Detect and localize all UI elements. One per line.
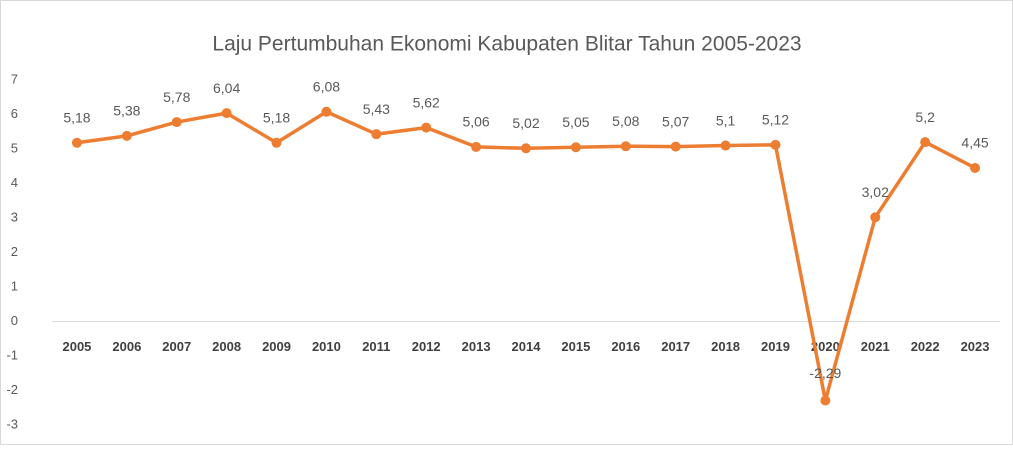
x-tick-label: 2017: [661, 339, 690, 354]
data-label: 5,08: [612, 113, 639, 129]
y-tick-label: 4: [11, 175, 18, 190]
data-label: -2,29: [809, 365, 841, 381]
x-tick-label: 2007: [162, 339, 191, 354]
y-tick-label: -3: [6, 416, 18, 431]
point: [970, 162, 981, 173]
point: [570, 142, 581, 153]
y-tick-label: 2: [11, 244, 18, 259]
point: [271, 137, 282, 148]
point: [620, 141, 631, 152]
x-tick-label: 2018: [711, 339, 740, 354]
x-tick-label: 2015: [561, 339, 590, 354]
y-tick-label: 7: [11, 71, 18, 86]
y-tick-label: -1: [6, 347, 18, 362]
data-label: 5,2: [915, 109, 935, 125]
data-label: 5,05: [562, 114, 589, 130]
point: [321, 106, 332, 117]
point: [870, 212, 881, 223]
y-tick-label: 0: [11, 313, 18, 328]
x-tick-label: 2013: [462, 339, 491, 354]
point: [121, 130, 132, 141]
x-tick-label: 2009: [262, 339, 291, 354]
data-label: 6,08: [313, 78, 340, 94]
x-tick-label: 2010: [312, 339, 341, 354]
point: [720, 140, 731, 151]
x-tick-label: 2019: [761, 339, 790, 354]
data-label: 3,02: [862, 184, 889, 200]
x-tick-label: 2014: [512, 339, 542, 354]
x-tick-label: 2005: [62, 339, 91, 354]
point: [820, 395, 831, 406]
point: [770, 139, 781, 150]
data-label: 5,62: [413, 94, 440, 110]
point: [670, 141, 681, 152]
y-tick-label: 3: [11, 209, 18, 224]
data-label: 5,78: [163, 89, 190, 105]
point: [471, 141, 482, 152]
point: [371, 129, 382, 140]
point: [421, 122, 432, 133]
point: [171, 117, 182, 128]
point: [521, 143, 531, 154]
data-label: 5,38: [113, 103, 140, 119]
x-tick-label: 2011: [362, 339, 390, 354]
data-label: 5,43: [363, 101, 390, 117]
y-tick-label: 6: [11, 106, 18, 121]
data-label: 5,18: [63, 109, 90, 125]
x-tick-label: 2020: [811, 339, 840, 354]
y-tick-label: 1: [11, 278, 18, 293]
data-label: 5,07: [662, 113, 689, 129]
data-label: 5,1: [716, 112, 736, 128]
y-tick-label: -2: [6, 382, 18, 397]
data-label: 5,06: [462, 114, 489, 130]
data-label: 6,04: [213, 80, 240, 96]
x-tick-label: 2006: [112, 339, 141, 354]
point: [71, 137, 82, 148]
x-tick-label: 2023: [961, 339, 990, 354]
point: [920, 137, 931, 148]
x-tick-label: 2021: [861, 339, 890, 354]
data-label: 5,12: [762, 112, 789, 128]
chart-title: Laju Pertumbuhan Ekonomi Kabupaten Blita…: [212, 33, 801, 56]
x-tick-label: 2012: [412, 339, 441, 354]
data-label: 4,45: [961, 135, 988, 151]
x-tick-label: 2008: [212, 339, 241, 354]
x-tick-label: 2022: [911, 339, 940, 354]
y-tick-label: 5: [11, 140, 18, 155]
point: [221, 108, 232, 119]
data-label: 5,18: [263, 109, 290, 125]
x-tick-label: 2016: [611, 339, 640, 354]
data-label: 5,02: [512, 115, 539, 131]
